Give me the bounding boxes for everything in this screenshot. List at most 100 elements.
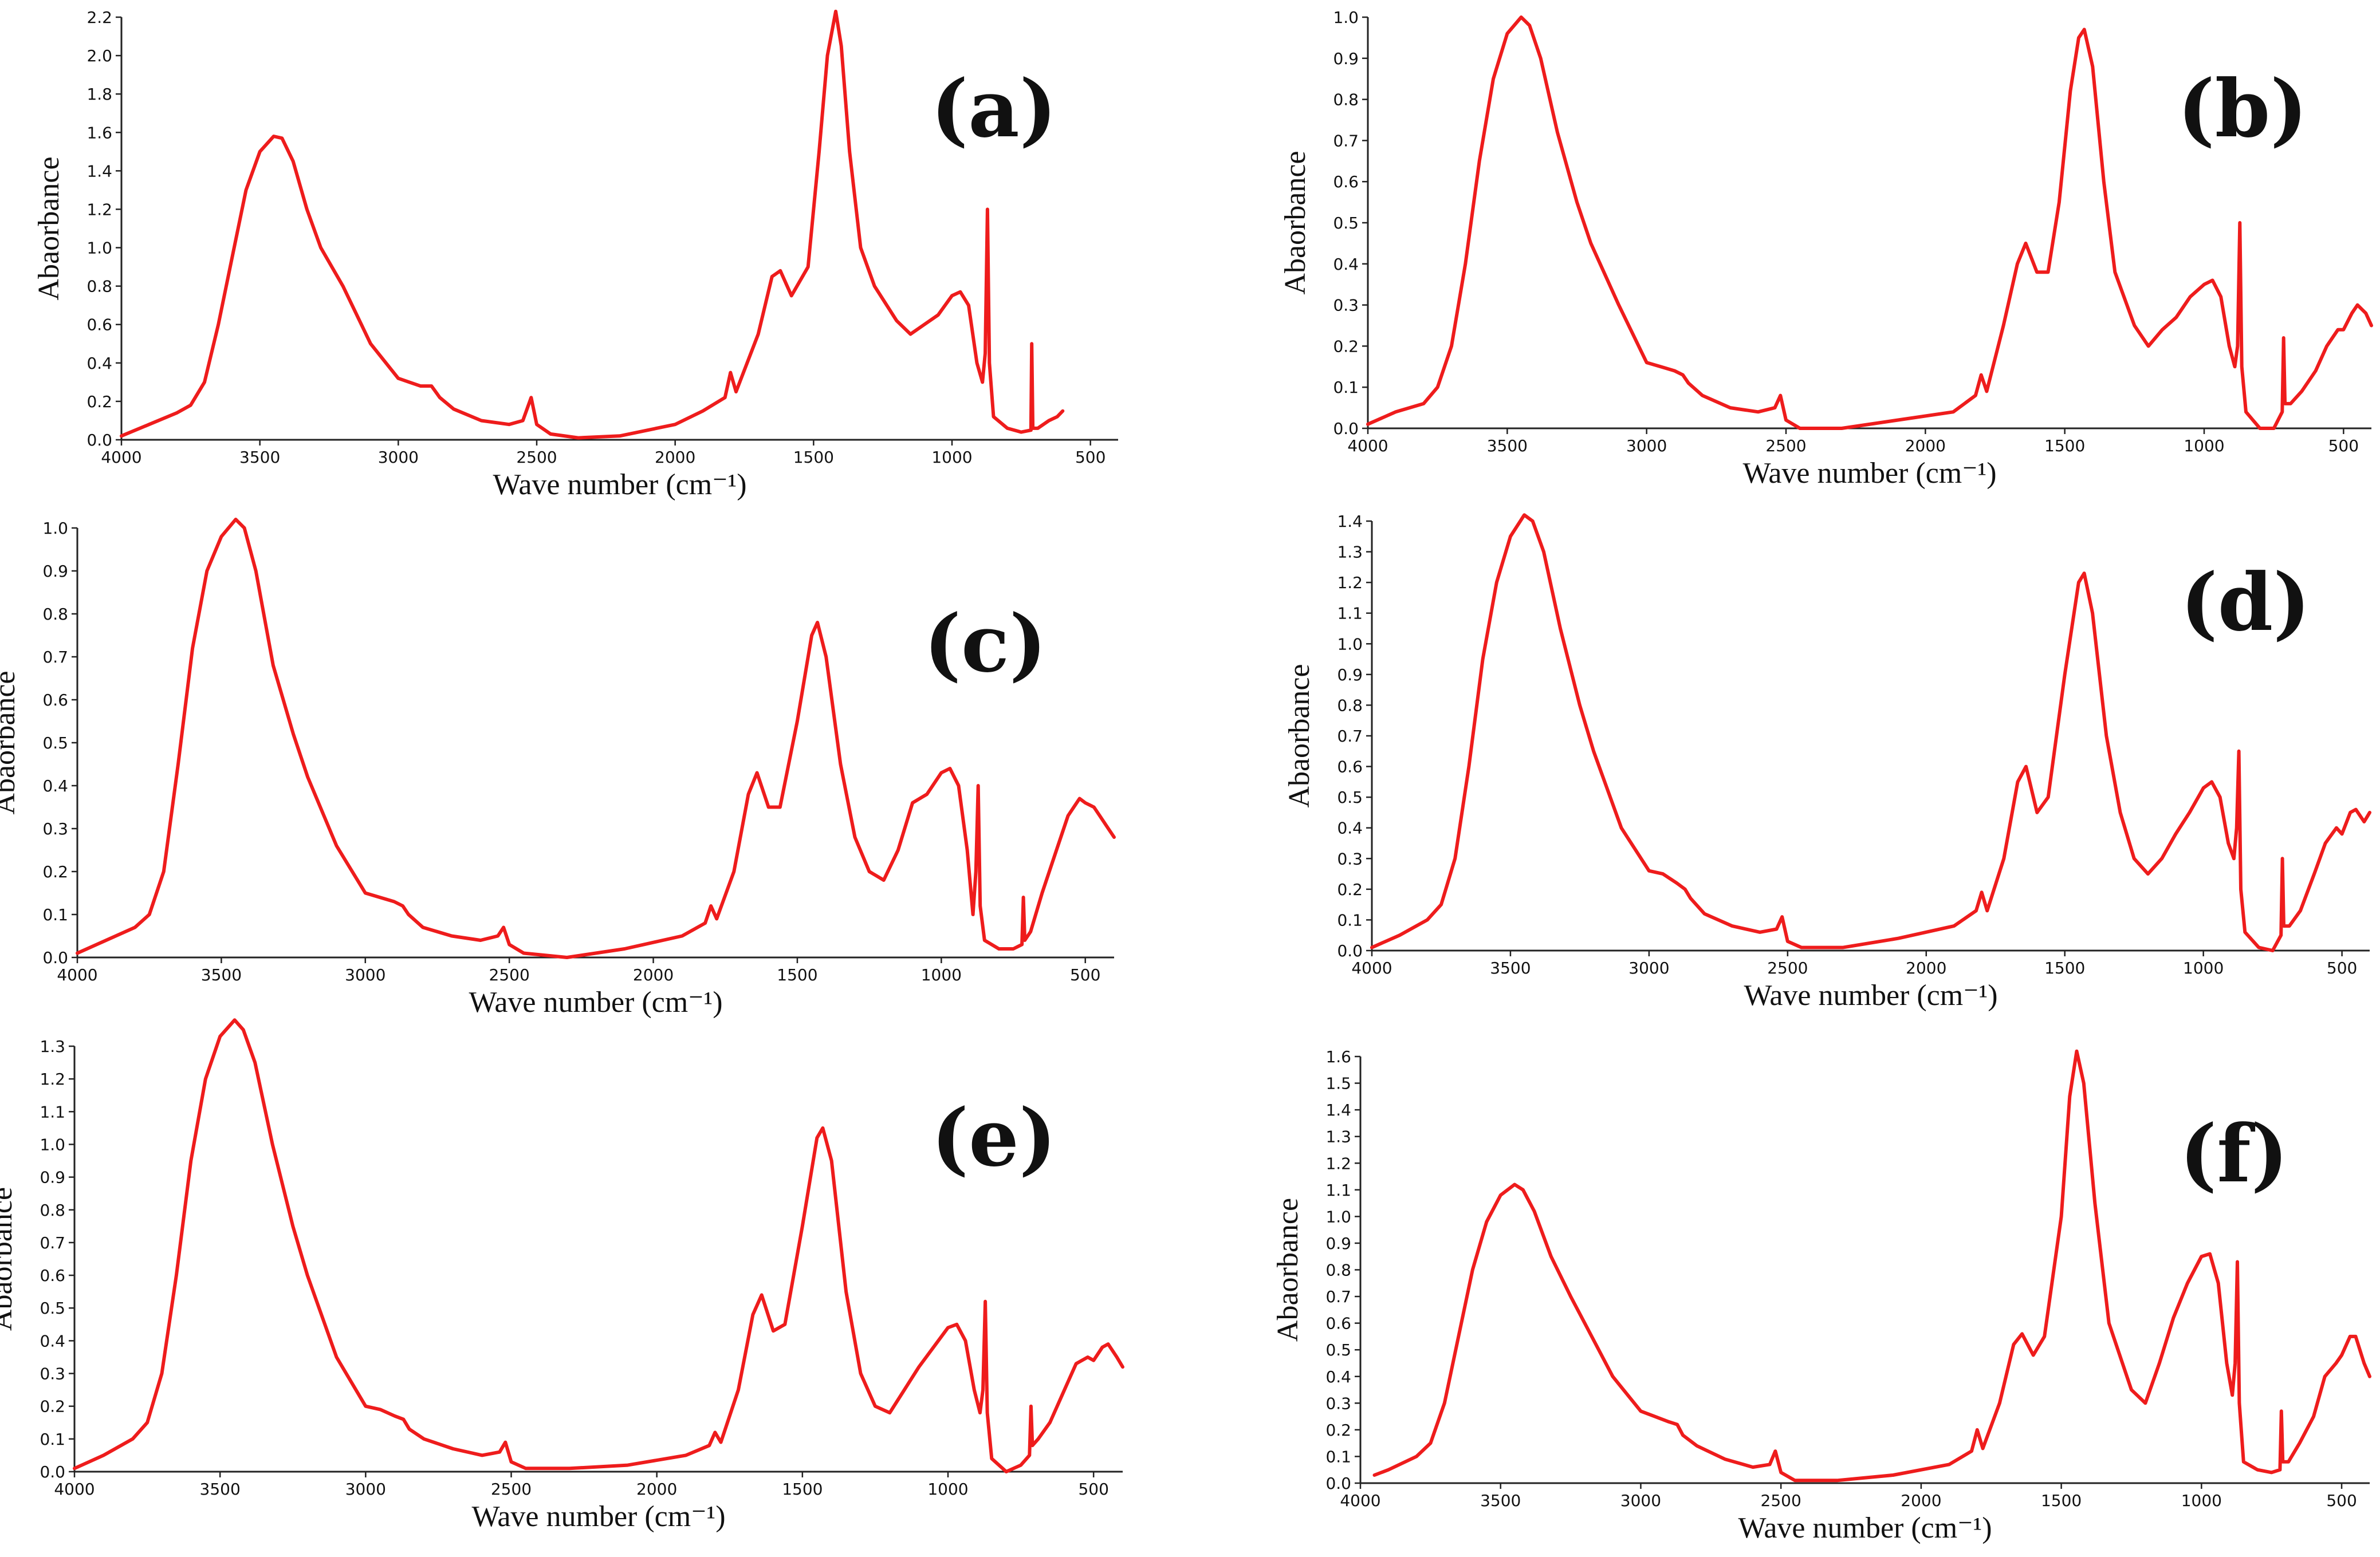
y-tick-label: 0.8 [40, 1201, 65, 1220]
x-tick-label: 2500 [516, 448, 557, 467]
y-tick-label: 1.2 [40, 1070, 65, 1089]
x-axis-title: Wave number (cm⁻¹) [493, 468, 746, 501]
y-tick-label: 1.1 [1325, 1181, 1351, 1200]
y-tick-label: 0.9 [1337, 665, 1363, 684]
panel-label: (f) [2180, 1107, 2288, 1200]
y-tick-label: 0.4 [1325, 1367, 1351, 1386]
x-tick-label: 1000 [2181, 1491, 2222, 1510]
y-tick-label: 0.8 [42, 605, 68, 624]
x-tick-label: 1500 [793, 448, 834, 467]
x-axis-title-text: Wave number [1738, 1512, 1911, 1544]
y-tick-label: 0.8 [86, 277, 112, 296]
y-tick-label: 0.2 [1325, 1421, 1351, 1440]
y-tick-label: 0.5 [1325, 1341, 1351, 1359]
y-tick-label: 1.0 [1325, 1207, 1351, 1226]
x-tick-label: 1500 [2044, 436, 2085, 455]
y-tick-label: 0.8 [1333, 90, 1359, 109]
x-tick-label: 1500 [2044, 959, 2085, 977]
x-axis-title: Wave number (cm⁻¹) [1744, 979, 1997, 1012]
x-tick-label: 1500 [777, 965, 817, 984]
x-axis-unit: (cm⁻¹) [1915, 457, 1996, 490]
spectrum-series-line [120, 9, 1065, 440]
x-axis-title-text: Wave number [1742, 457, 1915, 490]
x-tick-label: 4000 [1351, 959, 1392, 977]
y-tick-label: 0.3 [1333, 296, 1359, 315]
y-tick-label: 1.2 [1337, 573, 1363, 592]
y-tick-label: 0.3 [42, 819, 68, 838]
y-axis-title: Abaorbance [0, 1187, 18, 1331]
y-tick-label: 2.2 [86, 8, 112, 27]
chart-panel: 0.0 0.1 0.2 0.3 0.4 0.5 0.6 0.7 0.8 0.9 1.0 4000 350… [0, 518, 1116, 1019]
x-axis-unit: (cm⁻¹) [1911, 1512, 1992, 1544]
y-axis-title: Abaorbance [1283, 664, 1316, 807]
x-axis-unit: (cm⁻¹) [666, 468, 746, 501]
x-tick-label: 4000 [101, 448, 141, 467]
y-tick-label: 0.6 [1333, 172, 1359, 191]
x-axis-title: Wave number (cm⁻¹) [471, 1500, 725, 1533]
x-tick-label: 2000 [636, 1480, 677, 1499]
y-tick-label: 0.1 [40, 1430, 65, 1449]
panel-label: (b) [2177, 62, 2307, 155]
x-tick-label: 2500 [491, 1480, 532, 1499]
y-axis-title: Abaorbance [33, 156, 65, 300]
x-tick-label: 2000 [633, 965, 674, 984]
y-tick-label: 0.2 [42, 862, 68, 881]
y-tick-label: 0.7 [1333, 131, 1359, 150]
y-tick-label: 0.8 [1337, 696, 1363, 715]
spectrum-series-line [1370, 513, 2371, 952]
x-tick-label: 3000 [345, 965, 385, 984]
y-tick-label: 0.0 [86, 431, 112, 450]
y-tick-label: 0.8 [1325, 1261, 1351, 1280]
y-tick-label: 0.6 [1325, 1314, 1351, 1333]
x-tick-label: 3000 [1620, 1491, 1661, 1510]
spectrum-series-line [1372, 1049, 2371, 1483]
x-tick-label: 1000 [921, 965, 962, 984]
x-tick-label: 1000 [2184, 436, 2224, 455]
y-tick-label: 1.0 [42, 519, 68, 538]
x-tick-label: 2000 [1906, 959, 1946, 977]
x-tick-label: 500 [1070, 965, 1100, 984]
y-tick-label: 0.4 [40, 1331, 65, 1350]
x-tick-label: 1500 [2041, 1491, 2082, 1510]
panel-label: (a) [931, 62, 1057, 155]
y-tick-label: 1.4 [1325, 1101, 1351, 1120]
panel-label: (c) [924, 597, 1047, 690]
y-tick-label: 1.6 [86, 123, 112, 142]
x-tick-label: 500 [1075, 448, 1106, 467]
chart-panel: 0.0 0.2 0.4 0.6 0.8 1.0 1.2 1.4 1.6 1.8 2.0 2.2 4000… [33, 8, 1118, 501]
y-tick-label: 0.5 [1337, 788, 1363, 807]
x-tick-label: 500 [2328, 436, 2359, 455]
y-tick-label: 0.4 [1337, 819, 1363, 838]
y-tick-label: 0.1 [1325, 1447, 1351, 1466]
y-tick-label: 1.8 [86, 85, 112, 104]
x-tick-label: 1500 [782, 1480, 823, 1499]
y-tick-label: 0.0 [42, 948, 68, 967]
x-axis-unit: (cm⁻¹) [1917, 979, 1997, 1012]
x-tick-label: 3500 [201, 965, 242, 984]
y-tick-label: 1.0 [86, 239, 112, 258]
y-axis-title: Abaorbance [1272, 1198, 1304, 1342]
x-tick-label: 3500 [1490, 959, 1531, 977]
x-tick-label: 2500 [1765, 436, 1806, 455]
x-axis-title: Wave number (cm⁻¹) [469, 986, 722, 1019]
x-axis-title-text: Wave number [469, 986, 642, 1019]
y-tick-label: 1.3 [1325, 1128, 1351, 1146]
y-tick-label: 0.9 [1333, 49, 1359, 68]
y-tick-label: 0.7 [1325, 1287, 1351, 1306]
x-tick-label: 2000 [655, 448, 695, 467]
x-axis-title-text: Wave number [1744, 979, 1917, 1012]
x-tick-label: 2000 [1901, 1491, 1941, 1510]
x-tick-label: 2500 [1767, 959, 1808, 977]
x-tick-label: 3000 [378, 448, 419, 467]
x-tick-label: 4000 [57, 965, 97, 984]
y-tick-label: 0.2 [40, 1397, 65, 1416]
y-tick-label: 1.0 [1337, 634, 1363, 653]
chart-panel: 0.0 0.1 0.2 0.3 0.4 0.5 0.6 0.7 0.8 0.9 1.0 4000 350… [1279, 8, 2373, 490]
y-tick-label: 1.4 [1337, 512, 1363, 531]
x-tick-label: 1000 [2183, 959, 2224, 977]
x-axis-title: Wave number (cm⁻¹) [1738, 1512, 1992, 1544]
y-tick-label: 0.6 [1337, 758, 1363, 776]
y-tick-label: 0.7 [40, 1233, 65, 1252]
y-tick-label: 1.0 [1333, 8, 1359, 27]
y-tick-label: 1.2 [86, 200, 112, 219]
